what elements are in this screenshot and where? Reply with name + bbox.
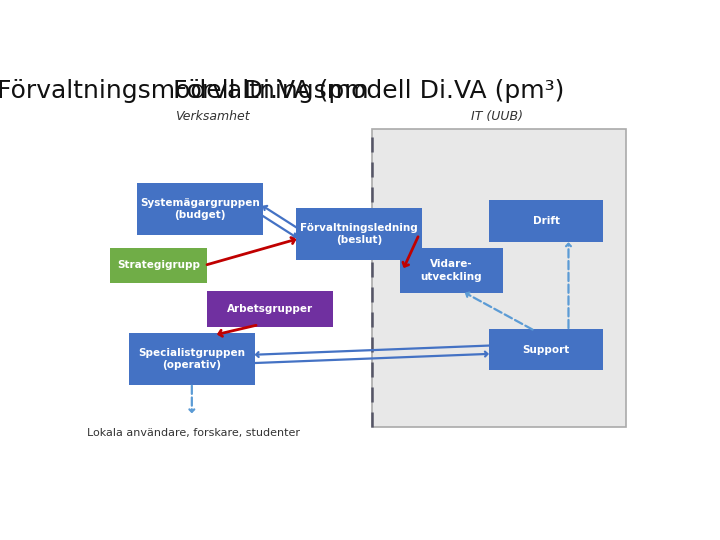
FancyBboxPatch shape	[297, 208, 422, 260]
Text: Förvaltningsmodell Di.VA (pm³): Förvaltningsmodell Di.VA (pm³)	[174, 79, 564, 103]
Text: IT (UUB): IT (UUB)	[472, 110, 523, 123]
Text: Drift: Drift	[533, 215, 559, 226]
FancyBboxPatch shape	[129, 333, 255, 385]
FancyBboxPatch shape	[489, 200, 603, 241]
Text: Vidare-
utveckling: Vidare- utveckling	[420, 259, 482, 282]
FancyBboxPatch shape	[489, 329, 603, 370]
Text: Systemägargruppen
(budget): Systemägargruppen (budget)	[140, 198, 260, 220]
Text: Lokala användare, forskare, studenter: Lokala användare, forskare, studenter	[86, 428, 300, 438]
Text: Support: Support	[523, 345, 570, 355]
Text: Förvaltningsmodell Di.VA (pm: Förvaltningsmodell Di.VA (pm	[0, 79, 369, 103]
FancyBboxPatch shape	[372, 129, 626, 427]
Text: Förvaltningsledning
(beslut): Förvaltningsledning (beslut)	[300, 223, 418, 246]
Text: Verksamhet: Verksamhet	[176, 110, 250, 123]
FancyBboxPatch shape	[109, 248, 207, 283]
FancyBboxPatch shape	[138, 183, 263, 235]
FancyBboxPatch shape	[207, 292, 333, 327]
FancyBboxPatch shape	[400, 248, 503, 294]
Text: Specialistgruppen
(operativ): Specialistgruppen (operativ)	[138, 348, 246, 370]
Text: Strategigrupp: Strategigrupp	[117, 260, 200, 271]
Text: Arbetsgrupper: Arbetsgrupper	[227, 304, 313, 314]
